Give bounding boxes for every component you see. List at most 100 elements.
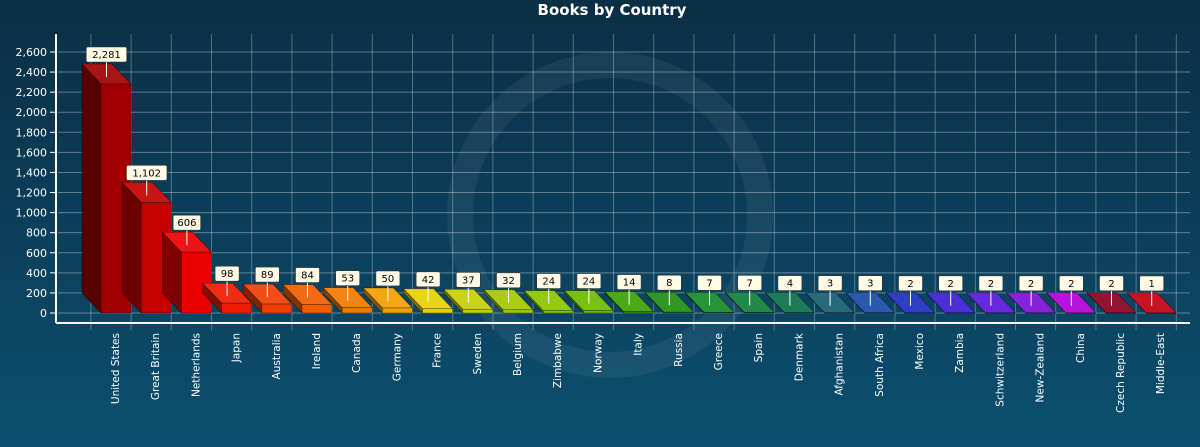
x-tick-label: United States — [110, 333, 122, 404]
data-label: 606 — [172, 214, 201, 246]
data-label-box — [1139, 275, 1164, 292]
x-tick-labels: United States Great Britain Netherlands Jap… — [110, 332, 1167, 413]
data-label-box — [1099, 275, 1124, 292]
data-label-box — [85, 46, 128, 63]
data-label: 50 — [375, 270, 401, 301]
y-tick-label: 200 — [26, 287, 47, 300]
data-label: 98 — [214, 265, 240, 297]
bar-side-face — [121, 181, 142, 314]
data-label: 7 — [737, 274, 763, 306]
data-label-text: 32 — [502, 276, 515, 287]
data-label: 2 — [978, 275, 1004, 306]
bar-front-face — [502, 309, 534, 314]
x-tick-label: Netherlands — [190, 333, 202, 397]
x-tick-label: Mexico — [914, 333, 926, 370]
data-label: 3 — [817, 275, 843, 306]
data-label-box — [938, 275, 964, 292]
data-label: 2 — [1018, 275, 1044, 306]
x-tick-label: Italy — [633, 333, 645, 356]
x-tick-label: Denmark — [793, 332, 805, 381]
bar-front-face — [382, 307, 413, 314]
data-label: 14 — [616, 274, 642, 305]
y-tick-label: 0 — [40, 307, 47, 320]
y-tick-label: 1,800 — [16, 126, 48, 139]
data-label-text: 50 — [382, 274, 395, 285]
x-tick-label: China — [1075, 333, 1087, 363]
data-label-box — [616, 274, 642, 290]
data-label-text: 2 — [948, 279, 954, 290]
y-tick-label: 400 — [26, 267, 47, 280]
x-tick-label: Middle-East — [1155, 333, 1167, 394]
data-label: 2 — [1059, 275, 1084, 306]
bar-front-face — [1105, 312, 1137, 314]
chart-title: Books by Country — [538, 1, 687, 19]
y-tick-label: 1,600 — [16, 146, 48, 159]
x-tick-label: Great Britain — [150, 333, 162, 400]
data-label: 37 — [455, 271, 481, 303]
data-label: 2 — [1099, 275, 1124, 306]
data-label-box — [172, 214, 201, 231]
data-label: 89 — [255, 266, 280, 298]
data-label-box — [777, 275, 803, 291]
data-label-text: 2 — [1108, 279, 1114, 290]
bar-front-face — [663, 311, 695, 314]
data-label-box — [656, 274, 682, 291]
bar-front-face — [743, 311, 775, 314]
data-label: 4 — [777, 275, 803, 306]
x-tick-label: Japan — [231, 333, 243, 363]
data-label-box — [898, 275, 923, 292]
y-tick-label: 600 — [26, 247, 47, 260]
grid — [58, 34, 1190, 330]
bar-front-face — [301, 304, 333, 314]
data-label-text: 3 — [867, 279, 873, 290]
data-label-box — [1059, 275, 1084, 292]
data-label-text: 24 — [583, 277, 596, 288]
watermark-logo — [447, 52, 773, 378]
axes: 0 200 400 600 800 1,000 1,200 1,400 1,600 1,800 2,… — [16, 34, 1190, 324]
data-label-text: 2 — [988, 279, 994, 290]
data-label-text: 7 — [747, 278, 753, 289]
bar-front-face — [341, 307, 373, 314]
bar-front-face — [703, 311, 735, 314]
data-label-box — [737, 274, 763, 291]
x-tick-label: France — [432, 333, 444, 368]
data-label-text: 2 — [1028, 279, 1034, 290]
x-tick-label: Australia — [271, 333, 283, 379]
bar-front-face — [904, 312, 936, 314]
data-label-text: 3 — [827, 279, 833, 290]
bar-front-face — [985, 312, 1016, 314]
x-tick-label: Belgium — [512, 333, 524, 376]
data-label-text: 2 — [907, 279, 913, 290]
x-tick-label: Norway — [592, 333, 604, 373]
data-label: 24 — [576, 273, 602, 304]
x-tick-label: Afghanistan — [834, 333, 846, 396]
bar-front-face — [1145, 312, 1177, 314]
data-label-text: 8 — [666, 278, 672, 289]
data-label: 2,281 — [85, 46, 128, 77]
data-label-text: 14 — [623, 278, 636, 289]
data-label-box — [697, 274, 722, 291]
data-label-box — [576, 273, 602, 289]
bar-side-face — [81, 63, 102, 314]
data-label: 7 — [697, 274, 722, 306]
y-tick-label: 1,200 — [16, 187, 48, 200]
data-label: 84 — [295, 267, 320, 298]
bar-front-face — [221, 302, 252, 314]
bars — [81, 63, 1177, 314]
bar-front-face — [944, 312, 976, 314]
bar-front-face — [542, 310, 574, 314]
data-label: 53 — [335, 270, 361, 301]
x-tick-label: Greece — [713, 333, 725, 370]
data-label: 32 — [496, 272, 521, 303]
data-label-text: 42 — [422, 275, 435, 286]
data-label: 2 — [938, 275, 964, 306]
x-tick-label: Czech Republic — [1115, 333, 1127, 413]
bar-front-face — [824, 312, 855, 314]
data-label-text: 37 — [462, 275, 475, 286]
bar — [161, 231, 213, 314]
x-tick-label: Ireland — [311, 333, 323, 369]
data-label-text: 98 — [221, 269, 234, 280]
data-label-box — [295, 267, 320, 283]
x-tick-label: South Africa — [874, 333, 886, 397]
